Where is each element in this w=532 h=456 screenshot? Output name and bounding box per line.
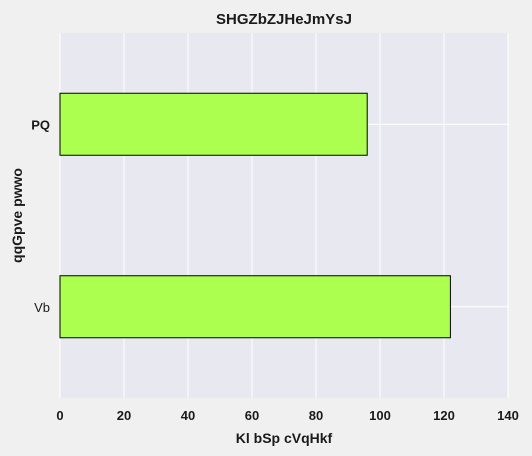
x-tick-label: 120 xyxy=(433,408,455,423)
y-tick-label: Vb xyxy=(34,300,50,315)
x-tick-label: 140 xyxy=(497,408,519,423)
x-tick-label: 0 xyxy=(56,408,63,423)
plot-area xyxy=(60,33,508,398)
bar-pq xyxy=(59,92,368,156)
y-tick-label: PQ xyxy=(31,117,50,132)
x-tick-label: 20 xyxy=(117,408,131,423)
x-tick-labels: 0 20 40 60 80 100 120 140 xyxy=(56,408,518,423)
chart-title: SHGZbZJHeJmYsJ xyxy=(216,11,352,28)
y-tick-labels: PQ Vb xyxy=(31,117,50,315)
x-axis-label: Kl bSp cVqHkf xyxy=(236,430,333,446)
bar-vb xyxy=(59,275,451,339)
y-axis-label: qqGpve pwwo xyxy=(9,168,25,263)
bars xyxy=(59,92,451,339)
x-tick-label: 80 xyxy=(309,408,323,423)
x-tick-label: 40 xyxy=(181,408,195,423)
x-tick-label: 100 xyxy=(369,408,391,423)
x-tick-label: 60 xyxy=(245,408,259,423)
